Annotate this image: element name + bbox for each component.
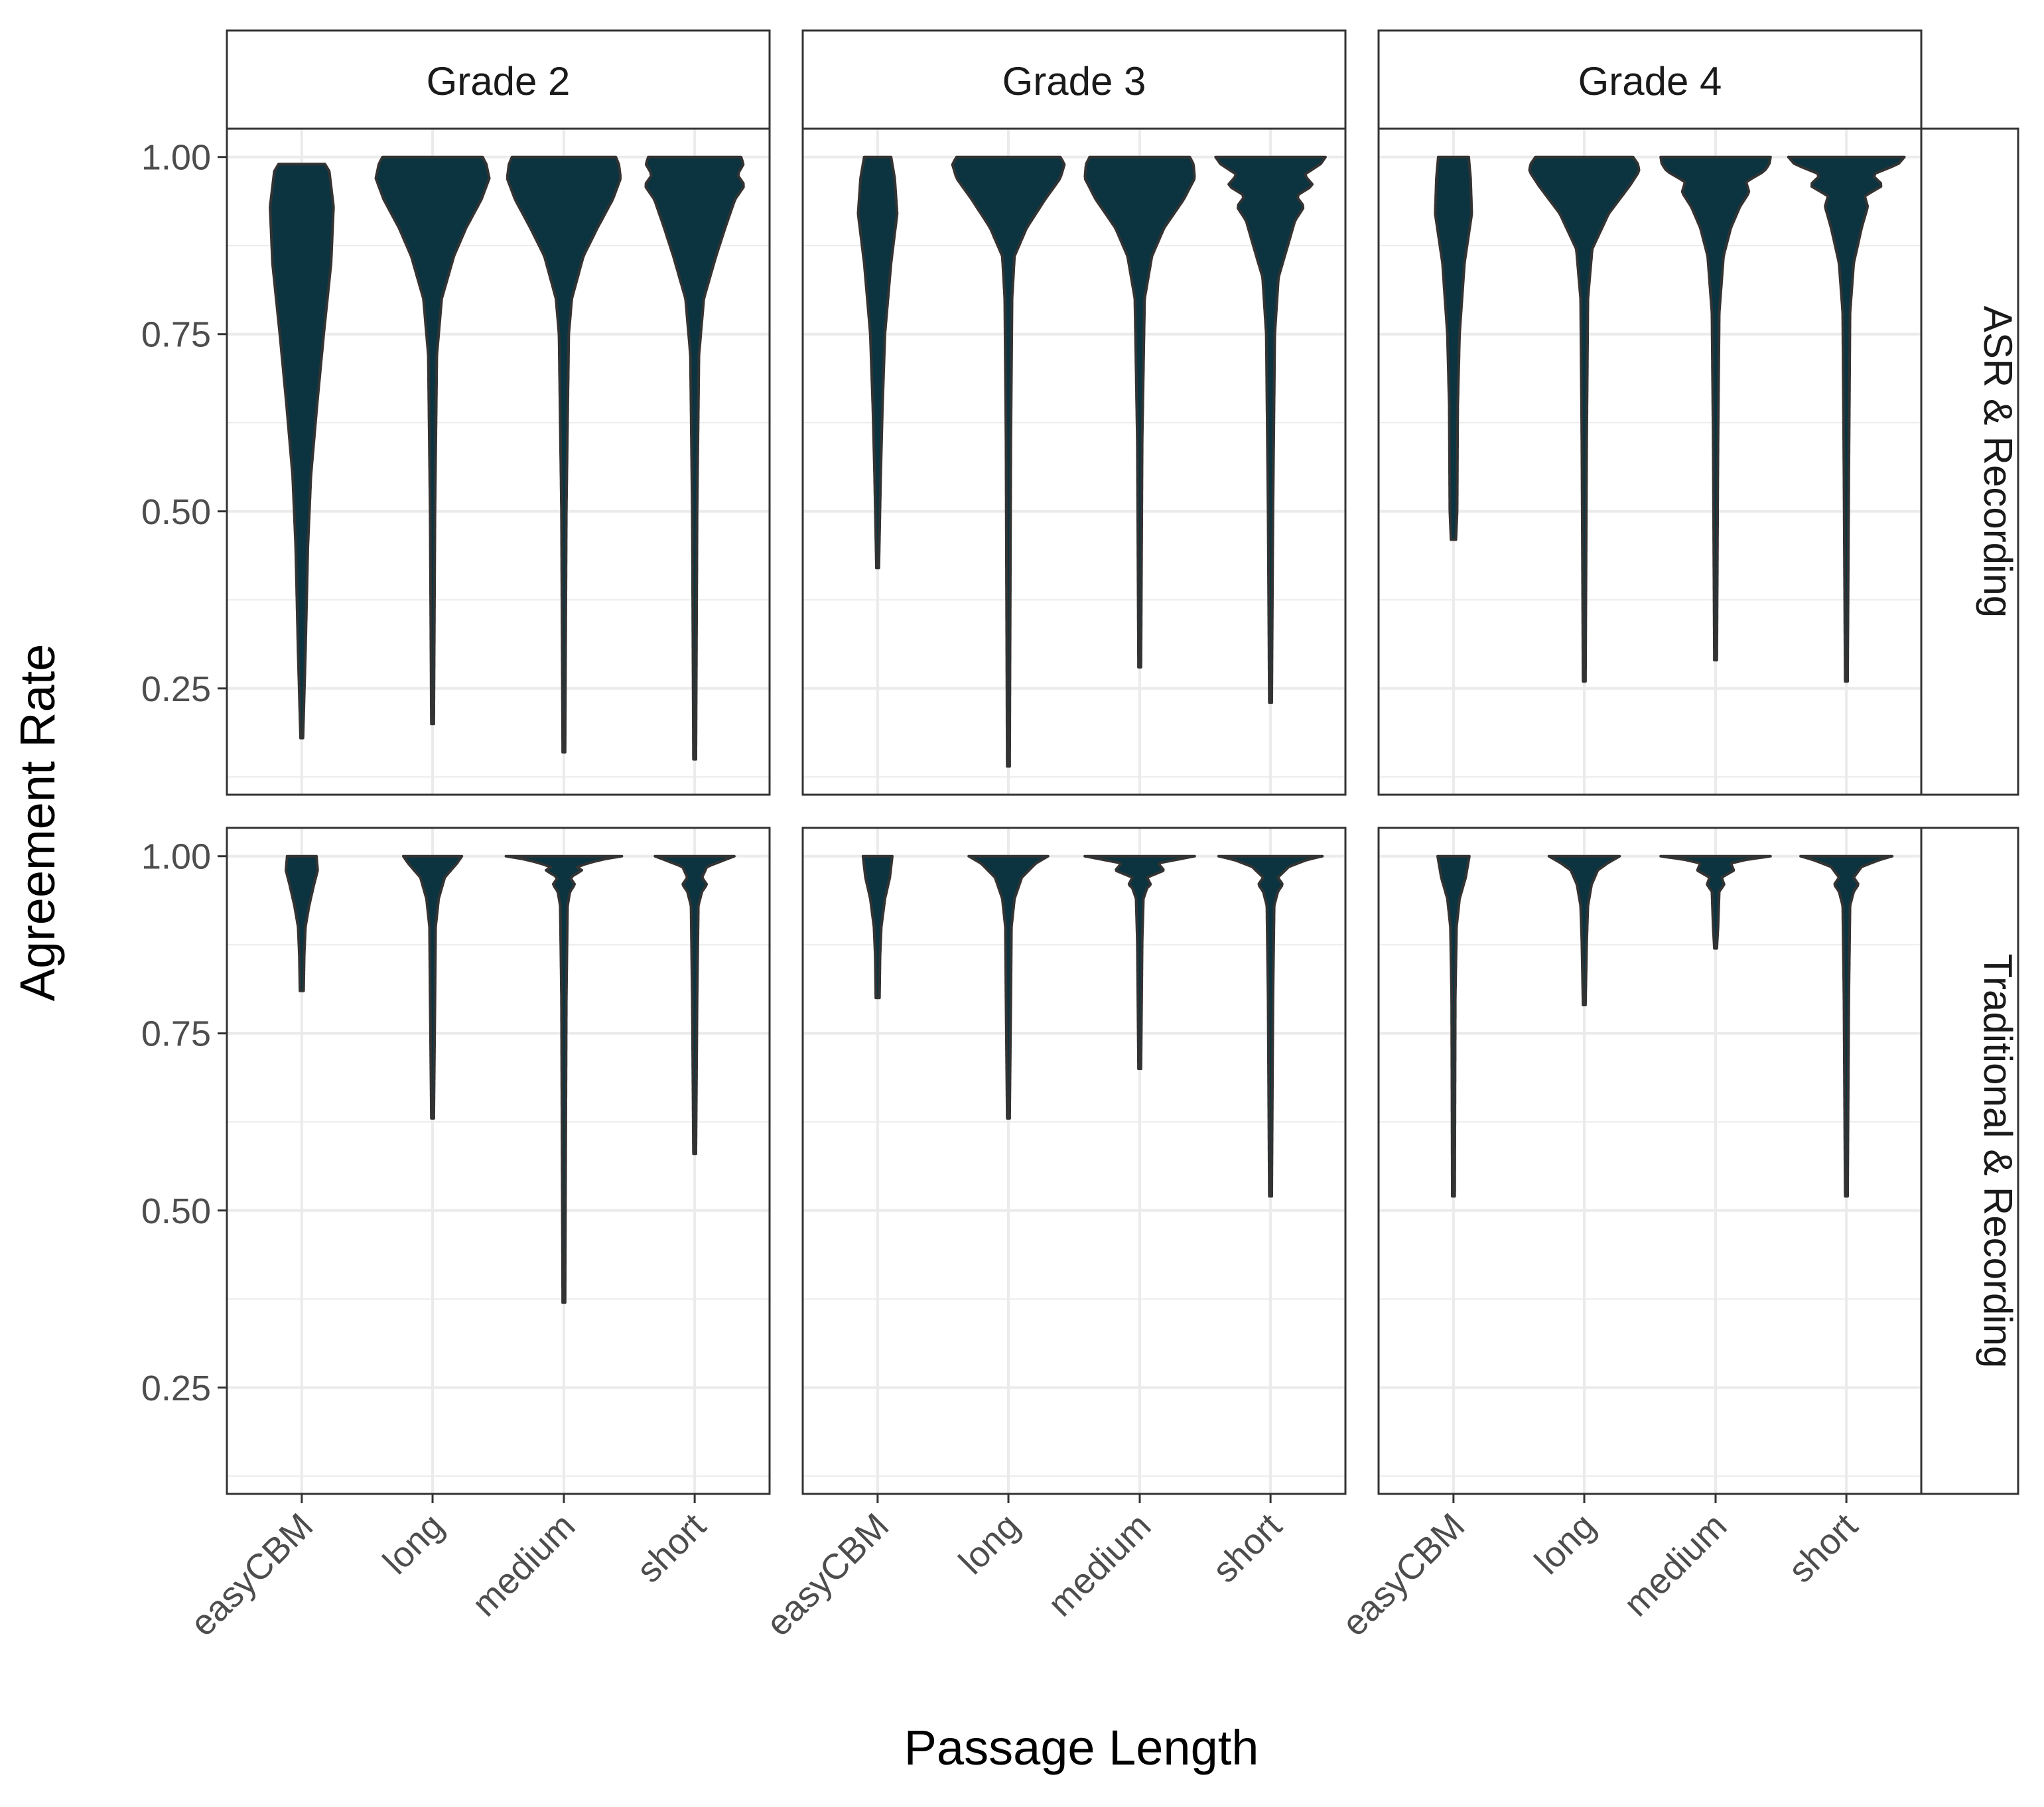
panel-r2-c2	[801, 827, 1347, 1495]
y-tick-label: 0.25	[141, 669, 211, 709]
violin-short	[1214, 155, 1327, 704]
y-tick-label: 1.00	[141, 837, 211, 877]
facet-label-col-2: Grade 3	[1002, 59, 1146, 103]
panel-r1-c3	[1377, 127, 1923, 796]
x-tick-label: easyCBM	[758, 1506, 896, 1644]
panel-r1-c1	[226, 127, 771, 796]
x-tick-label: long	[1527, 1506, 1603, 1582]
violin-long	[374, 155, 491, 726]
y-tick-label: 1.00	[141, 138, 211, 178]
violin-medium	[504, 854, 624, 1304]
facet-strip-col-1	[226, 29, 771, 130]
violin-medium	[1659, 155, 1772, 662]
chart-body: Grade 2 Grade 3 Grade 4 ASR & Recording Trad…	[141, 29, 2020, 1644]
violin-easycbm	[856, 155, 899, 570]
violin-easycbm	[861, 854, 894, 1000]
facet-strip-col-2	[801, 29, 1347, 130]
violin-easycbm	[1434, 155, 1473, 541]
violin-long	[951, 155, 1066, 768]
facet-strip-col-3	[1377, 29, 1923, 130]
x-tick-label: long	[951, 1506, 1028, 1582]
x-tick-label: medium	[464, 1506, 582, 1624]
violin-easycbm	[1436, 854, 1471, 1198]
facet-label-row-1: ASR & Recording	[1976, 306, 2020, 618]
y-axis-title: Agreement Rate	[10, 644, 65, 1002]
violin-medium	[1083, 155, 1196, 669]
facet-strip-row-1	[1920, 127, 2019, 796]
x-tick-label: short	[1781, 1506, 1865, 1590]
violin-medium	[1083, 854, 1196, 1071]
facet-label-row-2: Traditional & Recording	[1976, 954, 2020, 1369]
panel-border	[801, 827, 1347, 1495]
facet-label-col-3: Grade 4	[1578, 59, 1722, 103]
facet-label-col-1: Grade 2	[427, 59, 571, 103]
violin-short	[1787, 155, 1906, 683]
violin-short	[1217, 854, 1324, 1198]
violin-easycbm	[285, 854, 319, 992]
y-tick-label: 0.75	[141, 315, 211, 355]
x-tick-label: medium	[1616, 1506, 1734, 1624]
panel-r1-c2	[801, 127, 1347, 796]
x-axis-title: Passage Length	[904, 1720, 1259, 1775]
violin-easycbm	[269, 163, 335, 740]
x-tick-label: short	[629, 1506, 713, 1590]
y-tick-label: 0.50	[141, 1191, 211, 1231]
panel-border	[1377, 827, 1923, 1495]
panel-border	[801, 127, 1347, 796]
violin-long	[1547, 854, 1621, 1006]
panel-r2-c3	[1377, 827, 1923, 1495]
panel-background	[227, 828, 770, 1494]
y-tick-label: 0.75	[141, 1014, 211, 1054]
violin-medium	[1659, 854, 1772, 950]
x-tick-label: easyCBM	[182, 1506, 320, 1644]
x-tick-label: short	[1205, 1506, 1289, 1590]
facet-strip-row-2	[1920, 827, 2019, 1495]
y-tick-label: 0.50	[141, 492, 211, 532]
panel-border	[226, 127, 771, 796]
violin-short	[1799, 854, 1894, 1198]
panel-r2-c1	[226, 827, 771, 1495]
violin-long	[967, 854, 1050, 1120]
violin-medium	[506, 155, 622, 754]
x-tick-label: medium	[1040, 1506, 1158, 1624]
panel-border	[1377, 127, 1923, 796]
violin-long	[1528, 155, 1641, 683]
panel-background	[803, 828, 1345, 1494]
x-tick-label: easyCBM	[1334, 1506, 1472, 1644]
panel-background	[1379, 828, 1921, 1494]
x-tick-label: long	[375, 1506, 452, 1582]
y-tick-label: 0.25	[141, 1369, 211, 1408]
violin-short	[653, 854, 736, 1156]
panel-border	[226, 827, 771, 1495]
violin-short	[644, 155, 745, 761]
violin-long	[401, 854, 464, 1120]
